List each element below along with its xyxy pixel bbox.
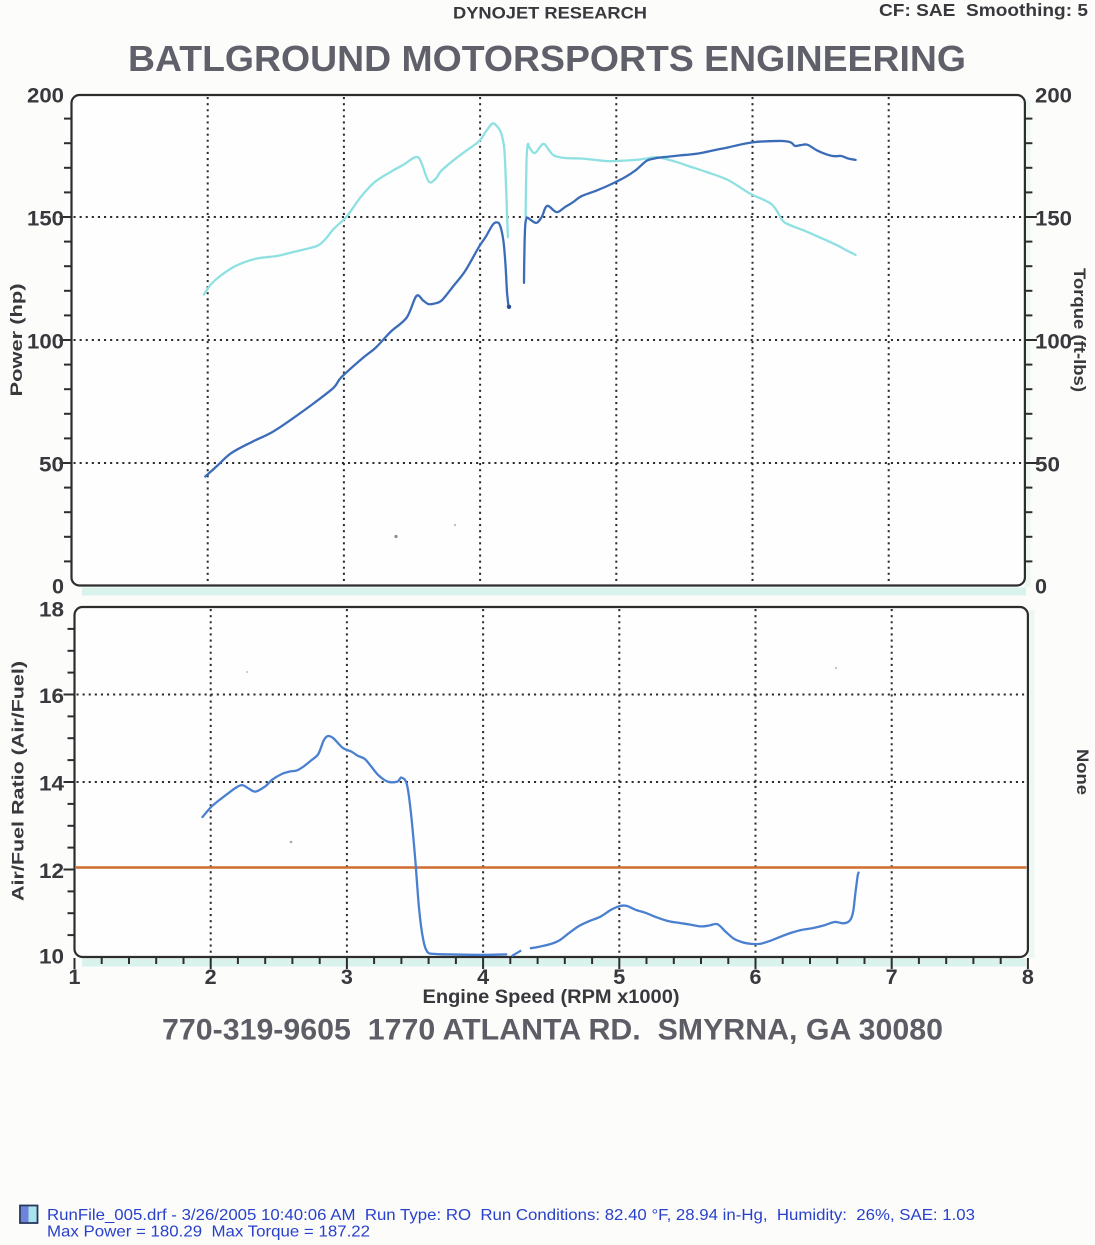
svg-text:RunFile_005.drf - 3/26/2005 10: RunFile_005.drf - 3/26/2005 10:40:06 AM … <box>47 1207 975 1224</box>
svg-text:1: 1 <box>69 966 81 989</box>
svg-text:100: 100 <box>1035 331 1072 354</box>
svg-text:200: 200 <box>1035 85 1072 108</box>
svg-text:BATLGROUND MOTORSPORTS ENGINEE: BATLGROUND MOTORSPORTS ENGINEERING <box>128 38 966 79</box>
svg-text:Torque (ft-lbs): Torque (ft-lbs) <box>1070 268 1089 392</box>
svg-text:Max Power = 180.29 Max Torque: Max Power = 180.29 Max Torque = 187.22 <box>47 1224 370 1241</box>
svg-text:150: 150 <box>1035 208 1072 231</box>
svg-text:150: 150 <box>27 208 64 231</box>
svg-text:50: 50 <box>1035 454 1060 477</box>
svg-text:16: 16 <box>39 685 64 708</box>
svg-text:Air/Fuel Ratio (Air/Fuel): Air/Fuel Ratio (Air/Fuel) <box>9 661 28 901</box>
svg-text:5: 5 <box>613 966 625 989</box>
svg-text:6: 6 <box>750 966 762 989</box>
svg-text:0: 0 <box>1035 576 1047 599</box>
svg-text:3: 3 <box>341 966 353 989</box>
svg-text:0: 0 <box>52 576 64 599</box>
svg-text:Power (hp): Power (hp) <box>7 284 26 397</box>
svg-text:DYNOJET RESEARCH: DYNOJET RESEARCH <box>453 4 647 23</box>
svg-text:Engine Speed (RPM x1000): Engine Speed (RPM x1000) <box>423 986 680 1008</box>
svg-text:14: 14 <box>39 773 64 796</box>
svg-text:None: None <box>1073 749 1092 795</box>
svg-text:8: 8 <box>1022 966 1034 989</box>
svg-text:CF: SAE Smoothing: 5: CF: SAE Smoothing: 5 <box>879 0 1088 20</box>
svg-text:770-319-9605 1770 ATLANTA RD.: 770-319-9605 1770 ATLANTA RD. SMYRNA, GA… <box>162 1014 943 1047</box>
svg-text:2: 2 <box>205 966 217 989</box>
svg-text:10: 10 <box>39 946 64 969</box>
svg-text:18: 18 <box>39 599 64 622</box>
svg-text:12: 12 <box>39 860 64 883</box>
svg-text:200: 200 <box>27 85 64 108</box>
svg-text:100: 100 <box>27 331 64 354</box>
svg-text:50: 50 <box>39 454 64 477</box>
svg-text:4: 4 <box>477 966 489 989</box>
svg-text:7: 7 <box>886 966 898 989</box>
